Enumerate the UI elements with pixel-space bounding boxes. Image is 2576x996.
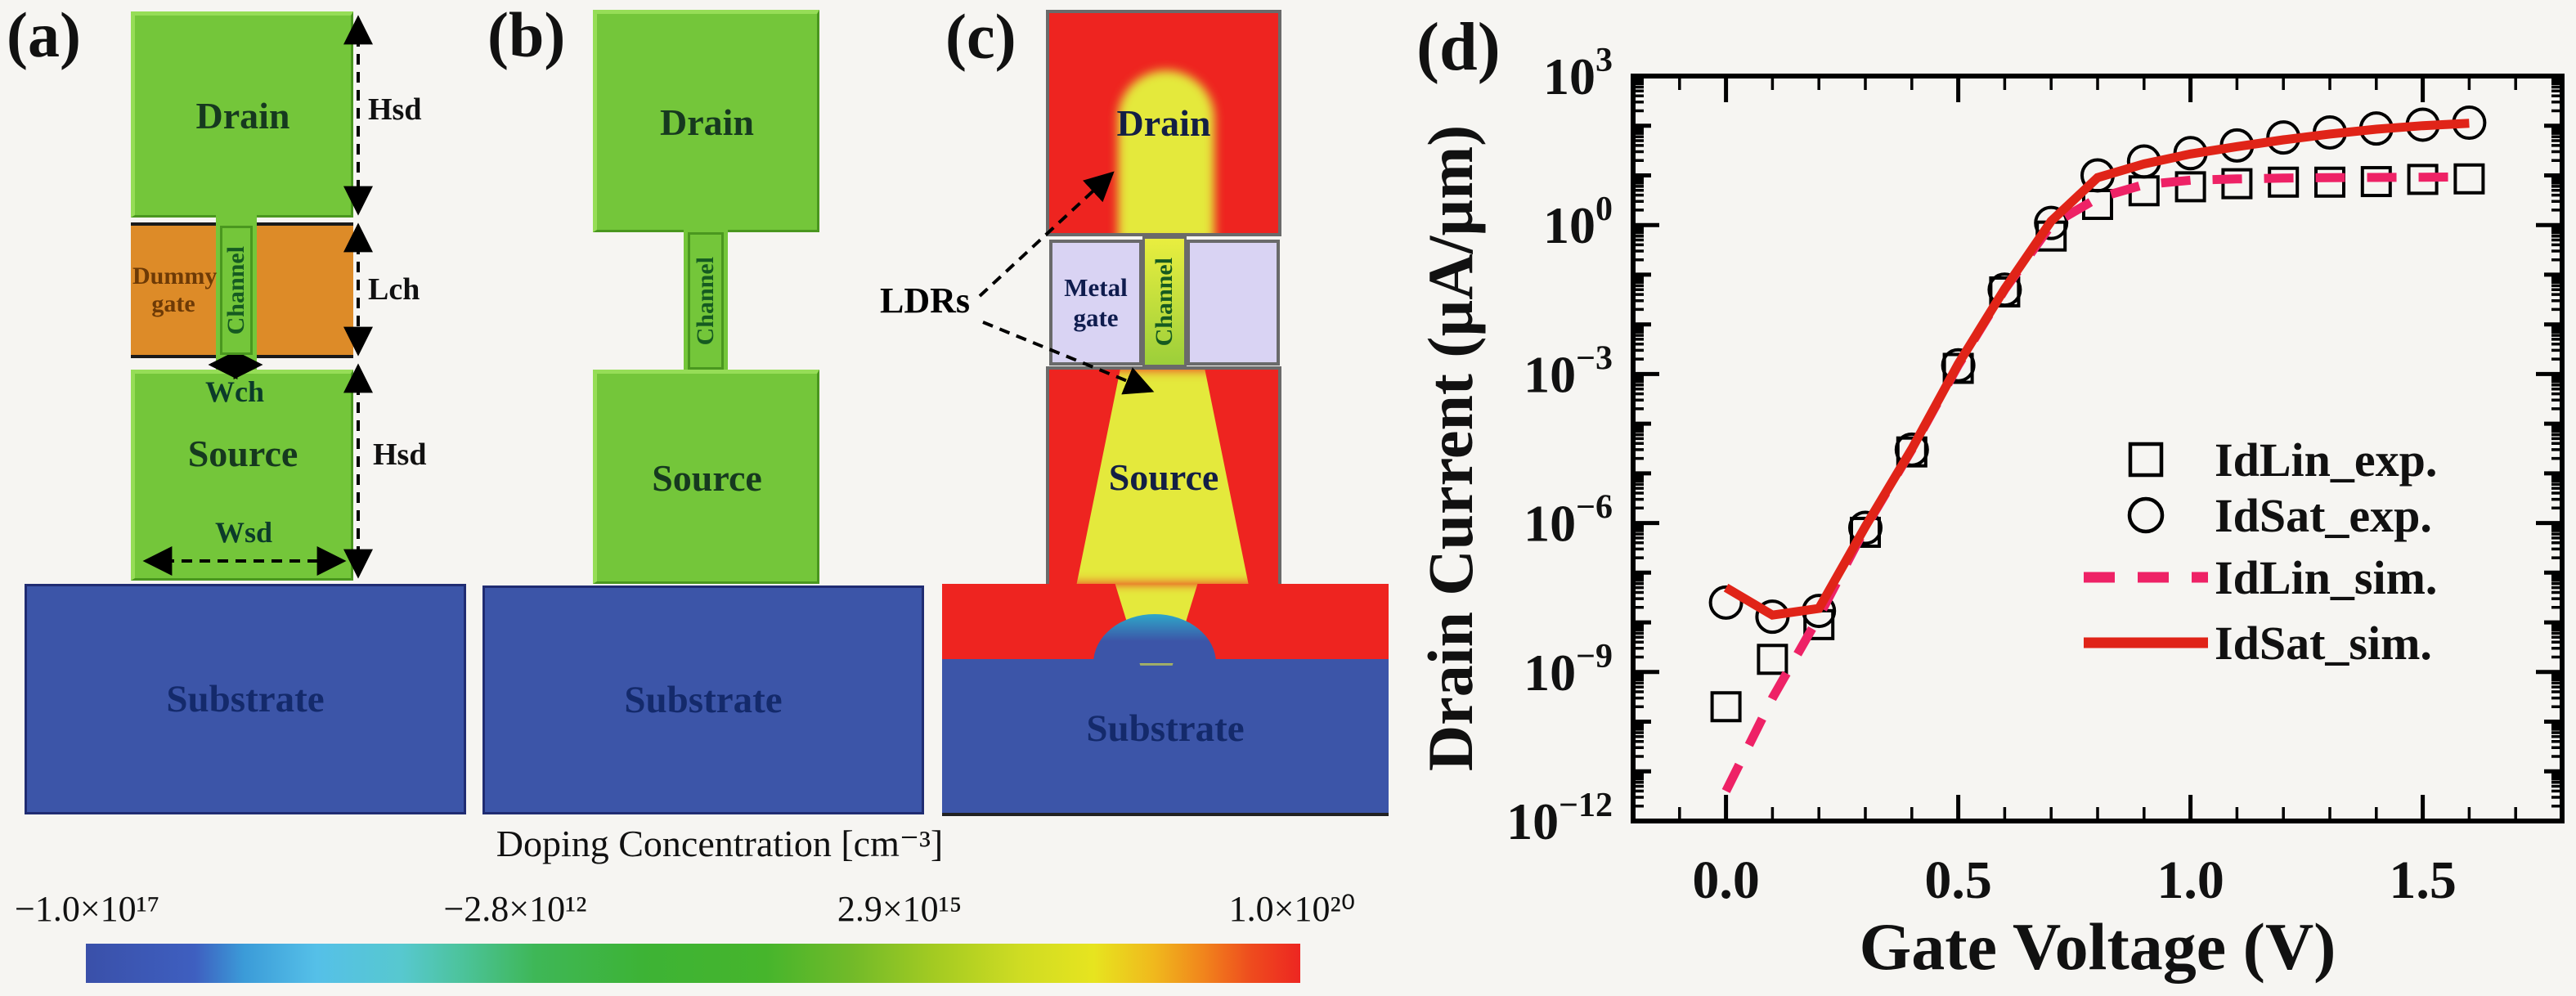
minor-ticks [1633,76,2562,821]
panel-c-source-label: Source [1108,455,1219,498]
marker-circle [1848,510,1883,545]
panel-a-substrate-block: Substrate [25,584,466,814]
panel-c-metal-gate-right [1187,240,1280,366]
legend-marker-square [2128,442,2164,478]
panel-b-drain-label: Drain [660,101,754,143]
y-tick-label: 10−6 [1524,489,1613,553]
panel-a-dummy-gate-right [257,222,353,358]
marker-square [2221,168,2253,200]
legend-label: IdLin_exp. [2215,433,2437,487]
y-tick-label: 100 [1543,191,1613,254]
panel-b-source-block: Source [593,370,819,584]
panel-a-source-label: Source [187,432,298,474]
panel-c-substrate-zone: Substrate [942,584,1389,816]
panel-a-lch-label: Lch [368,272,420,307]
panel-c-channel-label: Channel [1151,257,1178,347]
marker-circle [2034,205,2069,240]
panel-a-wch-label: Wch [205,375,264,408]
panel-c-channel-strip: Channel [1142,236,1187,367]
panel-a-dummy-gate-left: Dummy gate [131,222,218,358]
panel-a-drain-label: Drain [195,94,290,137]
major-ticks [1633,76,2562,821]
ldrs-arrow-lower [982,321,1155,395]
x-axis-title: Gate Voltage (V) [1859,909,2336,984]
panel-a-drain-block: Drain [131,11,353,218]
colorbar-band [86,944,1300,983]
panel-a-hsd-bottom-label: Hsd [373,437,427,472]
panel-c-drain-doping-plume [1118,70,1214,233]
ldrs-arrow-upper [978,171,1115,298]
panel-d-label: (d) [1416,9,1501,85]
panel-c-drain-label: Drain [1116,102,1211,144]
annotation-arrows [142,15,1155,579]
panel-b-channel-label: Channel [692,256,719,346]
panel-c-ldrs-label: LDRs [880,280,971,321]
panel-b-drain-block: Drain [593,10,819,232]
colorbar-tick-3: 2.9×10¹⁵ [837,889,963,929]
panel-c-label: (c) [945,1,1016,72]
y-tick-label: 10−12 [1506,787,1613,850]
legend-label: IdSat_sim. [2215,617,2432,670]
panel-a-channel-label: Channel [222,245,249,335]
panel-b-label: (b) [487,0,566,70]
marker-square [2174,171,2206,203]
panel-b-channel-strip: Channel [688,232,724,370]
legend-label: IdSat_exp. [2215,489,2432,542]
series-IdSat_sim. [1723,119,2470,620]
panel-b-source-label: Source [652,456,762,499]
x-tick-label: 0.0 [1692,850,1760,910]
marker-circle [1987,272,2022,307]
panel-a-substrate-label: Substrate [166,678,325,720]
panel-a-wsd-label: Wsd [214,516,273,549]
panel-c-source-block: Source [1046,366,1281,587]
legend-label: IdLin_sim. [2215,551,2437,604]
panel-a-channel-strip: Channel [220,226,253,355]
x-tick-label: 1.5 [2389,850,2457,910]
panel-a-hsd-top-label: Hsd [368,92,422,127]
y-axis-title: Drain Current (µA/µm) [1415,125,1486,771]
legend-marker-circle [2127,496,2165,534]
marker-square [1757,644,1788,675]
marker-circle [1708,585,1744,620]
transfer-curve-plot: 0.0 0.5 1.0 1.5 103 100 10−3 10−6 10−9 10−12 IdLin… [1415,42,2565,984]
panel-c-metal-gate-left: Metal gate [1049,240,1142,366]
panel-c-metal-gate-label: Metal gate [1064,272,1128,332]
marker-square [1710,691,1742,723]
panel-c-substrate-label: Substrate [1086,707,1245,750]
panel-c-substrate-bulk [942,659,1389,813]
marker-square [2453,163,2485,195]
colorbar-tick-4: 1.0×10²⁰ [1228,889,1356,929]
marker-circle [1894,432,1929,467]
colorbar-tick-1: −1.0×10¹⁷ [15,889,160,929]
y-tick-label: 10−9 [1524,638,1613,702]
x-tick-label: 1.0 [2156,850,2224,910]
panel-b-substrate-label: Substrate [624,679,783,721]
y-tick-label: 103 [1543,42,1613,105]
panel-a-dummy-gate-label: Dummy gate [132,262,218,318]
marker-circle [1941,348,1976,383]
panel-b-substrate-block: Substrate [482,585,924,814]
colorbar-tick-2: −2.8×10¹² [443,889,587,929]
y-tick-label: 10−3 [1524,339,1613,403]
panel-a-label: (a) [7,0,81,70]
colorbar-title: Doping Concentration [cm⁻³] [496,823,944,864]
x-tick-label: 0.5 [1924,850,1992,910]
